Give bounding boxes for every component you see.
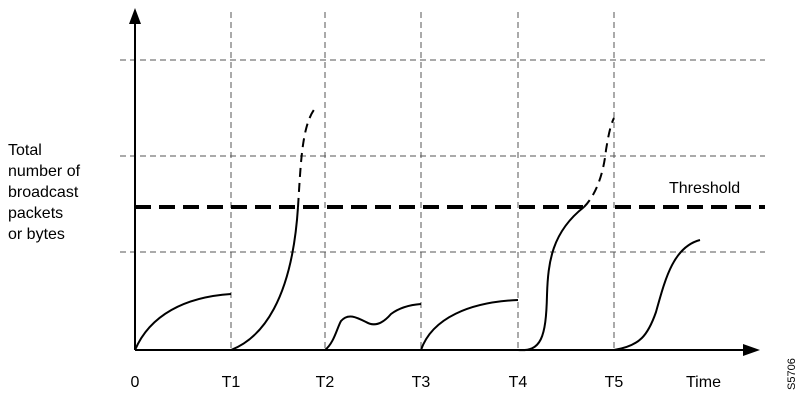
curve-interval-0-t1 xyxy=(134,293,232,351)
y-axis-label-line: number of xyxy=(8,163,81,180)
x-axis-arrow xyxy=(743,344,760,356)
vertical-gridlines xyxy=(230,12,615,350)
x-tick-label: T4 xyxy=(509,374,528,391)
curve-interval-t2-t3 xyxy=(324,303,422,351)
y-axis-label-line: or bytes xyxy=(8,226,65,243)
y-axis-arrow xyxy=(129,8,141,24)
curve-interval-t5-end xyxy=(613,239,701,351)
x-tick-label: T2 xyxy=(316,374,335,391)
traffic-curves xyxy=(134,105,701,352)
x-tick-label: T3 xyxy=(412,374,431,391)
y-axis-label: Total number of broadcast packets or byt… xyxy=(8,140,80,245)
x-tick-label: T1 xyxy=(222,374,241,391)
curve-interval-t4-t5-solid xyxy=(517,206,585,352)
curve-interval-t1-t2-dashed xyxy=(297,105,318,208)
horizontal-gridlines xyxy=(120,59,765,253)
curve-interval-t1-t2-solid xyxy=(230,206,299,351)
x-axis-title: Time xyxy=(686,374,721,391)
threshold-label: Threshold xyxy=(669,180,740,197)
x-tick-label: T5 xyxy=(605,374,624,391)
curve-interval-t4-t5-dashed xyxy=(583,117,615,208)
curve-interval-t3-t4 xyxy=(420,299,519,351)
y-axis-label-line: Total xyxy=(8,142,42,159)
x-tick-label: 0 xyxy=(131,374,140,391)
y-axis-label-line: packets xyxy=(8,205,64,222)
y-axis-label-line: broadcast xyxy=(8,184,79,201)
figure-id: S5706 xyxy=(786,358,798,390)
